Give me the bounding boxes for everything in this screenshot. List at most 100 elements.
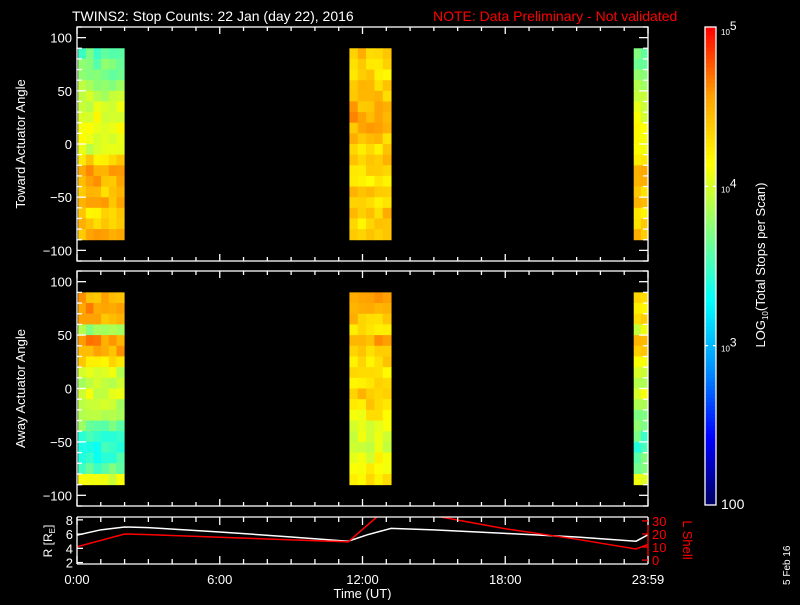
spectrogram-cell	[116, 80, 125, 92]
spectrogram-cell	[374, 441, 384, 454]
spectrogram-cell	[357, 452, 367, 464]
spectrogram-cell	[116, 122, 125, 134]
spectrogram-cell	[366, 186, 375, 198]
colorbar-tick-label: 100	[721, 496, 745, 512]
spectrogram-cell	[85, 90, 94, 102]
spectrogram-cell	[382, 207, 392, 219]
colorbar-swatch	[705, 186, 716, 191]
spectrogram-cell	[116, 367, 125, 379]
spectrogram-cell	[93, 388, 102, 400]
colorbar-swatch	[705, 246, 716, 251]
y2-axis-label: L Shell	[680, 520, 695, 559]
spectrogram-cell	[93, 463, 102, 475]
spectrogram-cell	[357, 144, 367, 156]
spectrogram-cell	[374, 367, 384, 379]
spectrogram-cell	[101, 377, 110, 389]
spectrogram-cell	[78, 431, 87, 443]
spectrogram-cell	[93, 207, 102, 219]
colorbar-swatch	[705, 501, 716, 506]
colorbar-swatch	[705, 465, 716, 470]
spectrogram-cell	[349, 175, 359, 188]
chart-title: TWINS2: Stop Counts: 22 Jan (day 22), 20…	[72, 8, 354, 24]
colorbar-swatch	[705, 437, 716, 442]
spectrogram-cell	[366, 303, 375, 315]
spectrogram-cell	[78, 292, 87, 304]
x-tick-label: 6:00	[207, 572, 232, 587]
colorbar-swatch	[705, 377, 716, 383]
spectrogram-cell	[366, 377, 375, 389]
spectrogram-cell	[101, 112, 110, 124]
y-axis-label: Away Actuator Angle	[13, 329, 28, 448]
colorbar-swatch	[705, 389, 716, 395]
spectrogram-cell	[640, 399, 649, 411]
spectrogram-cell	[382, 69, 392, 81]
spectrogram-cell	[93, 292, 102, 304]
y-tick-label: 50	[58, 328, 72, 343]
spectrogram-cell	[357, 186, 367, 198]
spectrogram-cell	[78, 48, 87, 60]
spectrogram-cell	[116, 197, 125, 209]
colorbar-swatch	[705, 258, 716, 263]
x-axis-label: Time (UT)	[333, 586, 391, 600]
spectrogram-cell	[366, 473, 375, 486]
y-tick-label: −50	[50, 190, 72, 205]
spectrogram-cell	[116, 48, 125, 60]
spectrogram-cell	[108, 207, 117, 219]
spectrogram-cell	[349, 303, 359, 315]
colorbar-swatch	[705, 269, 716, 275]
spectrogram-cell	[633, 431, 642, 443]
colorbar-swatch	[705, 493, 716, 498]
tick-base: 10	[721, 28, 730, 37]
spectrogram-cell	[349, 388, 359, 400]
spectrogram-cell	[349, 377, 359, 389]
spectrogram-cell	[108, 452, 117, 464]
spectrogram-cell	[357, 207, 367, 219]
tick-exp: 5	[730, 19, 737, 33]
spectrogram-cell	[633, 80, 642, 92]
spectrogram-cell	[640, 324, 649, 336]
colorbar-swatch	[705, 58, 716, 64]
spectrogram-cell	[357, 292, 367, 304]
spectrogram-cell	[633, 207, 642, 219]
spectrogram-cell	[78, 399, 87, 411]
y-tick-label: −100	[43, 488, 72, 503]
spectrogram-cell	[633, 112, 642, 124]
spectrogram-cell	[633, 229, 642, 241]
spectrogram-cell	[366, 154, 375, 166]
colorbar-swatch	[705, 30, 716, 36]
spectrogram-cell	[374, 186, 384, 198]
colorbar-swatch	[705, 441, 716, 446]
spectrogram-cell	[116, 112, 125, 124]
y-tick-label: −100	[43, 243, 72, 258]
spectrogram-cell	[633, 218, 642, 230]
colorbar-swatch	[705, 78, 716, 84]
spectrogram-cell	[382, 367, 392, 379]
spectrogram-cell	[374, 431, 384, 443]
spectrogram-cell	[85, 165, 94, 177]
spectrogram-cell	[633, 441, 642, 454]
spectrogram-cell	[374, 356, 384, 368]
spectrogram-cell	[349, 313, 359, 325]
spectrogram-cell	[85, 58, 94, 71]
spectrogram-cell	[78, 101, 87, 113]
spectrogram-cell	[633, 345, 642, 357]
spectrogram-cell	[382, 292, 392, 304]
colorbar-swatch	[705, 289, 716, 295]
spectrogram-cell	[116, 207, 125, 219]
spectrogram-cell	[108, 80, 117, 92]
colorbar-swatch	[705, 325, 716, 331]
spectrogram-cell	[633, 420, 642, 432]
colorbar-swatch	[705, 46, 716, 52]
spectrogram-cell	[101, 154, 110, 166]
spectrogram-cell	[633, 324, 642, 336]
spectrogram-cell	[101, 409, 110, 422]
colorbar-label-main: LOG	[753, 320, 768, 347]
y-tick-label: 100	[50, 275, 72, 290]
colorbar-swatch	[705, 27, 716, 32]
spectrogram-cell	[349, 473, 359, 486]
spectrogram-cell	[108, 420, 117, 432]
spectrogram-cell	[382, 441, 392, 454]
y-tick-label: 0	[65, 137, 72, 152]
colorbar-swatch	[705, 349, 716, 355]
